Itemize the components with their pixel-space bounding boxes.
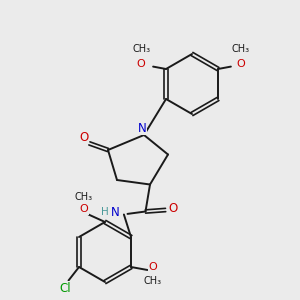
Text: CH₃: CH₃ xyxy=(143,275,162,286)
Text: O: O xyxy=(236,58,245,69)
Text: CH₃: CH₃ xyxy=(132,44,150,55)
Text: O: O xyxy=(80,204,88,214)
Text: Cl: Cl xyxy=(60,281,71,295)
Text: O: O xyxy=(137,58,146,69)
Text: N: N xyxy=(111,206,120,219)
Text: CH₃: CH₃ xyxy=(231,44,250,55)
Text: CH₃: CH₃ xyxy=(75,191,93,202)
Text: O: O xyxy=(80,131,88,144)
Text: O: O xyxy=(148,262,157,272)
Text: O: O xyxy=(169,202,178,215)
Text: N: N xyxy=(138,122,147,135)
Text: H: H xyxy=(100,207,108,217)
